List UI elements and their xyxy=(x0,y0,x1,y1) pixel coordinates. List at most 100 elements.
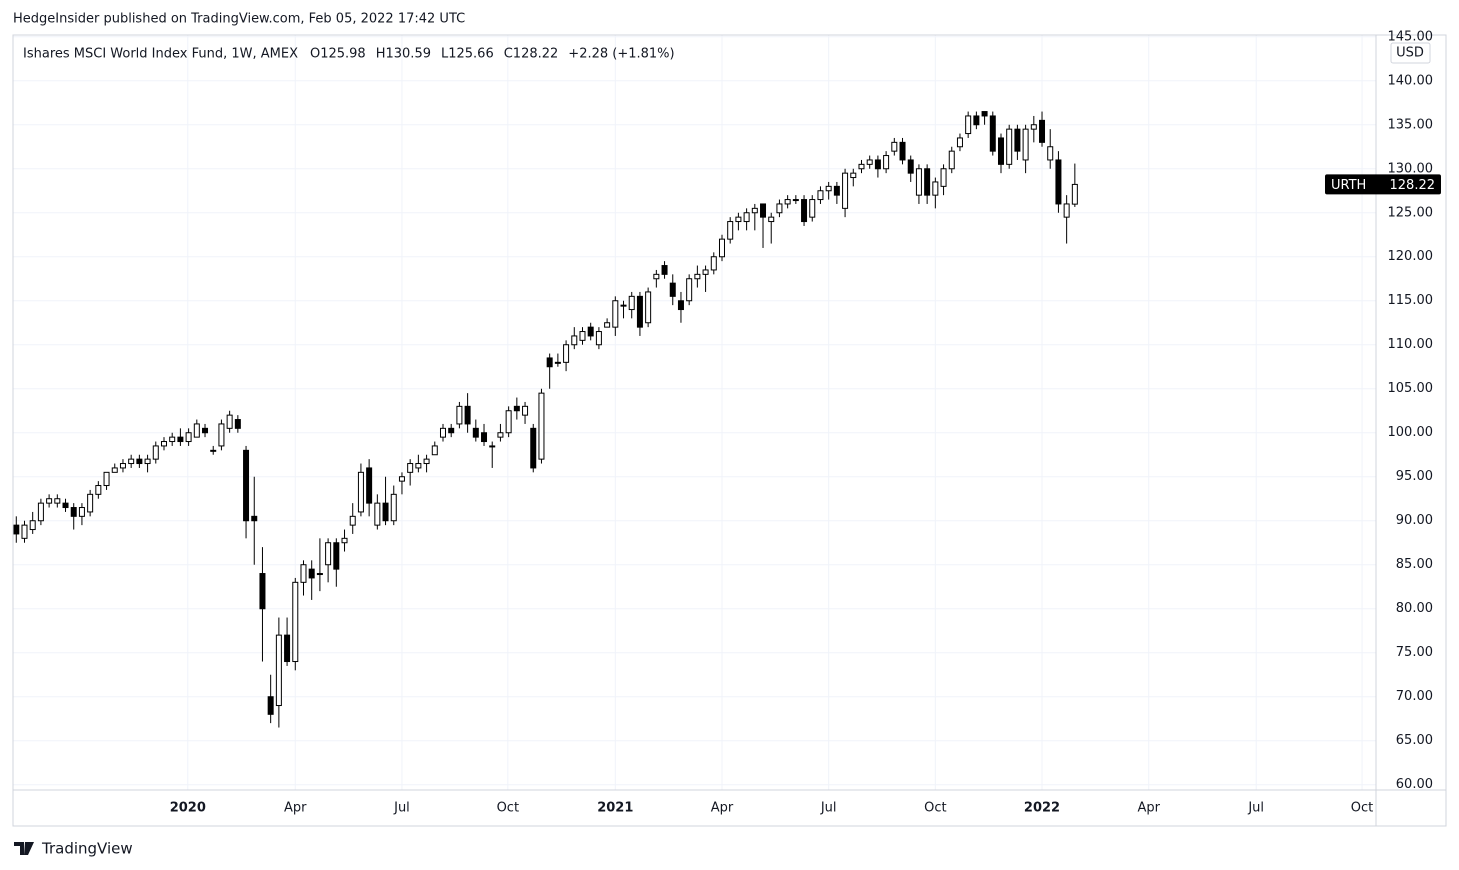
candle-body xyxy=(653,273,660,280)
candle-body xyxy=(948,150,955,170)
candle-body xyxy=(1047,146,1054,161)
candle-body xyxy=(398,476,405,482)
candle-body xyxy=(677,300,684,311)
y-tick-label: 100.00 xyxy=(1388,425,1434,440)
candles xyxy=(13,111,1078,728)
candle-body xyxy=(874,159,881,170)
candle-body xyxy=(37,502,44,522)
candle-body xyxy=(70,507,77,517)
candle-body xyxy=(702,269,709,275)
y-tick-label: 65.00 xyxy=(1396,733,1433,748)
candle-body xyxy=(604,322,611,328)
legend-symbol: Ishares MSCI World Index Fund, 1W, AMEX xyxy=(23,47,298,62)
candle-body xyxy=(628,295,635,311)
candle-body xyxy=(530,427,537,469)
candle-body xyxy=(177,436,184,443)
y-tick-label: 110.00 xyxy=(1388,337,1434,352)
candle-body xyxy=(464,405,471,425)
candle-body xyxy=(1022,128,1029,161)
candle-body xyxy=(202,427,209,434)
x-tick-label: Jul xyxy=(393,801,410,816)
candle-body xyxy=(989,115,996,152)
x-tick-label: 2021 xyxy=(597,801,633,816)
x-tick-label: Oct xyxy=(924,801,946,816)
candle-body xyxy=(768,216,775,223)
footer: TradingView xyxy=(41,840,133,858)
y-tick-label: 140.00 xyxy=(1388,73,1434,88)
candle-body xyxy=(1055,159,1062,205)
candle-body xyxy=(497,432,504,438)
candle-body xyxy=(661,265,668,275)
legend: Ishares MSCI World Index Fund, 1W, AMEX … xyxy=(23,47,675,62)
y-tick-label: 85.00 xyxy=(1396,557,1433,572)
candle-body xyxy=(579,331,586,341)
candle-body xyxy=(883,155,890,170)
candle-body xyxy=(546,357,553,368)
candle-body xyxy=(423,458,430,465)
candle-body xyxy=(456,405,463,425)
candle-body xyxy=(612,300,619,328)
candle-body xyxy=(940,168,947,187)
y-tick-label: 145.00 xyxy=(1388,29,1434,44)
candle-body xyxy=(218,423,225,447)
candle-body xyxy=(554,361,561,364)
candle-body xyxy=(718,238,725,258)
candle-body xyxy=(144,458,151,465)
logo-dot xyxy=(25,843,29,847)
candle-body xyxy=(595,331,602,346)
candle-body xyxy=(54,498,61,504)
candle-body xyxy=(760,203,767,218)
candle-body xyxy=(751,207,758,214)
candle-body xyxy=(275,634,282,707)
candle-body xyxy=(522,405,529,416)
legend-value: O125.98 xyxy=(310,47,366,62)
candle-body xyxy=(825,185,832,192)
candle-body xyxy=(899,141,906,161)
candle-body xyxy=(997,137,1004,165)
candle-body xyxy=(809,199,816,218)
candle-body xyxy=(636,295,643,328)
candle-body xyxy=(505,410,512,434)
x-tick-label: Apr xyxy=(1137,801,1160,816)
candle-body xyxy=(866,159,873,165)
legend-value: +2.28 (+1.81%) xyxy=(568,47,674,62)
candle-body xyxy=(300,564,307,583)
x-tick-label: Jul xyxy=(1247,801,1264,816)
x-tick-label: Apr xyxy=(711,801,734,816)
candle-body xyxy=(226,414,233,429)
candle-body xyxy=(915,168,922,196)
y-tick-label: 80.00 xyxy=(1396,601,1433,616)
candle-body xyxy=(78,507,85,517)
candle-body xyxy=(743,212,750,223)
candle-body xyxy=(136,458,143,465)
currency: USD xyxy=(1396,46,1424,61)
candle-body xyxy=(316,573,323,576)
footer-logo: TradingView xyxy=(14,840,133,858)
candle-body xyxy=(374,502,381,526)
candle-body xyxy=(62,502,69,509)
candle-body xyxy=(792,199,799,202)
candle-body xyxy=(210,449,217,452)
candle-body xyxy=(1071,183,1078,205)
candle-body xyxy=(341,537,348,544)
candle-body xyxy=(833,185,840,196)
header: HedgeInsider published on TradingView.co… xyxy=(13,12,465,27)
y-tick-label: 95.00 xyxy=(1396,469,1433,484)
candle-body xyxy=(382,502,389,522)
candle-body xyxy=(152,445,159,460)
logo xyxy=(14,842,34,855)
candle-body xyxy=(924,168,931,196)
candle-body xyxy=(448,427,455,434)
candle-body xyxy=(1030,124,1037,130)
candle-body xyxy=(587,326,594,337)
candle-body xyxy=(481,432,488,443)
candle-body xyxy=(46,498,53,504)
candle-body xyxy=(284,634,291,663)
candle-body xyxy=(472,427,479,438)
y-tick-label: 135.00 xyxy=(1388,117,1434,132)
candle-body xyxy=(645,291,652,324)
candle-body xyxy=(727,221,734,240)
candle-body xyxy=(13,524,20,535)
candle-body xyxy=(735,216,742,223)
